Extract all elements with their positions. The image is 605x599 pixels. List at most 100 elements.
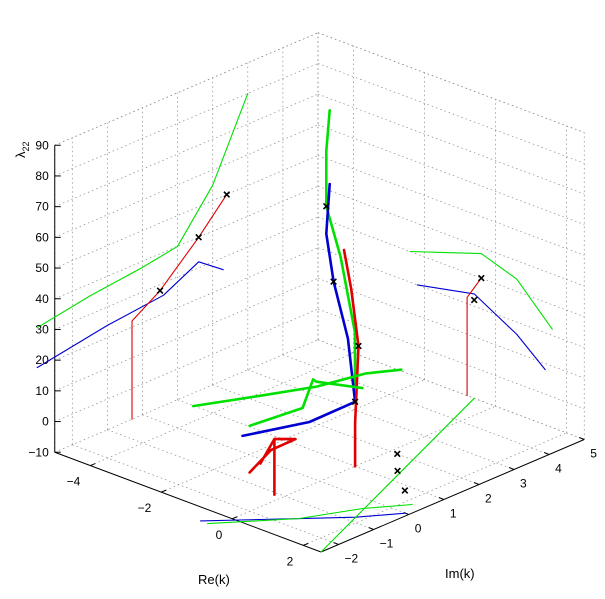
marker-stroke [330,278,337,286]
point-marker [477,274,485,282]
svg-text:λ22: λ22 [13,141,31,158]
z-tick-label: −10 [28,445,49,459]
z-tick-label: 40 [35,292,49,306]
series-blue-curve-7 [36,261,224,369]
grid-line-z-left [54,308,319,422]
grid-line-z-left [54,155,319,269]
point-marker [394,467,401,475]
series-layer [36,92,553,553]
grid-line-z-right [317,32,585,133]
series-green-curve-3 [191,368,403,408]
x-tick-mark [303,542,309,546]
series-blue-curve-1 [241,182,357,438]
grid-line-y-floor [282,354,550,455]
x-tick-label: 2 [287,554,294,568]
y-tick-label: 3 [520,477,527,491]
point-marker [393,450,401,458]
grid-line-z-left [54,124,319,238]
x-tick-label: 0 [216,528,223,542]
z-tick-label: 80 [35,169,49,183]
point-marker [470,296,478,304]
y-tick-mark [508,467,515,470]
marker-stroke [477,274,485,282]
series-green-curve-15 [320,397,475,553]
grid-line-x-floor [161,379,425,493]
grid-line-z-left [54,63,319,177]
y-tick-label: −2 [345,552,359,566]
grid-line-z-left [54,185,319,300]
grid-line-z-right [317,185,585,287]
z-tick-label: 20 [35,353,49,367]
y-tick-label: 0 [415,522,422,536]
y-tick-label: 1 [450,507,457,521]
marker-stroke [223,191,231,198]
point-marker [330,278,337,286]
wall-edge [317,32,585,133]
grid-line-y-floor [247,369,515,470]
x-tick-mark [161,489,167,493]
grid-line-z-left [54,93,319,207]
point-marker [355,342,362,350]
grid-line-y-floor [177,399,444,500]
wall-edge [54,32,319,146]
marker-stroke [195,233,203,241]
series-blue-curve-10 [416,284,546,371]
x-axis-line [54,451,322,553]
point-marker [322,202,330,210]
z-tick-label: 10 [35,384,49,398]
marker-stroke [351,398,359,406]
y-axis-line [320,439,585,553]
marker-stroke [156,287,164,294]
marker-stroke [355,342,362,350]
z-tick-label: 50 [35,261,49,275]
z-tick-label: 70 [35,200,49,214]
series-green-curve-11 [409,250,553,330]
series-green-curve-0 [325,109,357,388]
z-axis-label-base: λ [13,151,28,158]
series-red-curve-5 [248,437,297,474]
series-green-curve-8 [36,92,249,329]
grid [54,32,585,546]
marker-layer [156,191,485,494]
marker-stroke [394,467,401,475]
grid-line-z-left [54,339,319,453]
x-axis-label: Re(k) [198,572,230,587]
z-tick-label: 90 [35,138,49,152]
y-axis-label: Im(k) [445,566,475,581]
grid-line-z-right [317,93,585,195]
y-tick-label: 4 [555,462,562,476]
y-tick-mark [438,497,445,500]
marker-stroke [401,487,409,494]
marker-stroke [470,296,478,304]
series-red-curve-12 [466,277,482,397]
z-tick-label: 60 [35,230,49,244]
grid-line-z-right [317,63,585,164]
y-tick-label: 2 [485,492,492,506]
grid-line-y-floor [72,444,339,545]
x-tick-mark [232,516,238,520]
axes [54,144,585,553]
marker-stroke [393,450,401,458]
y-tick-label: 5 [590,447,597,461]
series-green-curve-14 [207,503,413,525]
grid-line-z-right [317,124,585,225]
z-axis-label: λ22 [13,141,31,158]
grid-line-x-floor [90,352,354,466]
x-tick-mark [90,463,96,467]
grid-line-z-left [54,278,319,392]
grid-line-z-left [54,216,319,330]
point-marker [195,233,203,241]
grid-line-z-right [317,155,585,256]
y-tick-mark [368,527,374,530]
z-tick-label: 30 [35,322,49,336]
y-tick-mark [473,482,480,485]
point-marker [351,398,359,406]
grid-line-x-floor [303,432,567,546]
y-tick-label: −1 [380,537,394,551]
y-tick-mark [579,437,585,440]
z-axis-label-sub: 22 [21,141,31,151]
marker-stroke [322,202,330,210]
grid-line-z-right [317,216,585,318]
